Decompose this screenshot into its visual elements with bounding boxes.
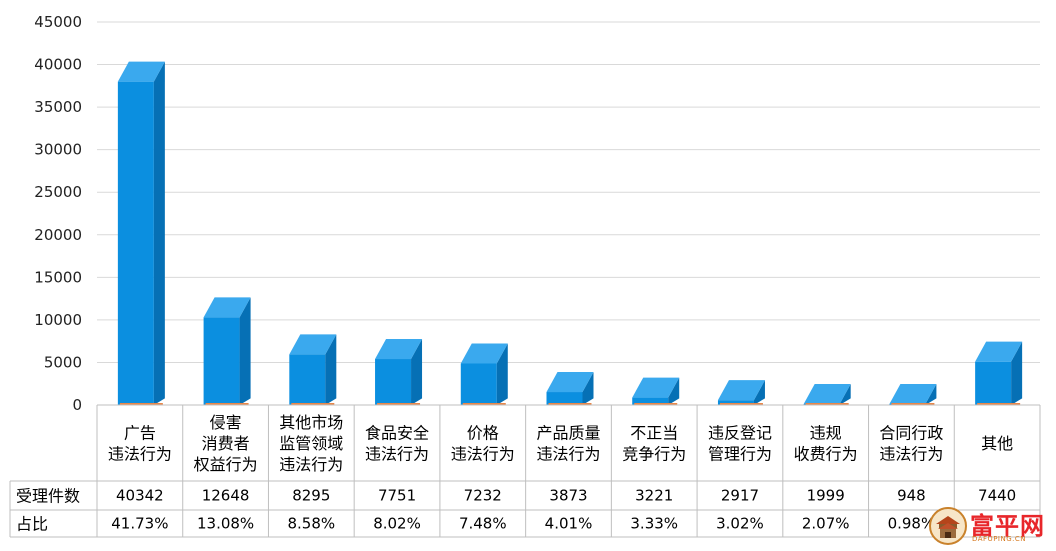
bar-top (375, 339, 423, 360)
bar-top (717, 380, 765, 401)
y-tick-label: 5000 (44, 353, 82, 371)
category-label: 消费者 (202, 434, 250, 453)
bar-side (582, 372, 594, 405)
y-tick-label: 35000 (34, 98, 82, 116)
data-label: 41.73% (111, 515, 168, 533)
bar-front (117, 81, 154, 406)
category-label: 不正当 (630, 424, 678, 443)
bar-side (753, 380, 765, 405)
bar-side (239, 297, 251, 405)
bar-side (925, 384, 937, 405)
bar-front (375, 359, 412, 405)
data-label: 2917 (721, 487, 759, 505)
bar-side (839, 384, 851, 405)
bar-side (1011, 341, 1023, 405)
bar-top (889, 384, 937, 404)
bar-front (460, 363, 497, 405)
data-label: 4.01% (545, 515, 593, 533)
data-label: 3873 (549, 487, 587, 505)
bar-side (325, 334, 337, 405)
bar-top (803, 384, 851, 404)
y-tick-label: 30000 (34, 141, 82, 159)
bar-top (203, 297, 251, 318)
category-label: 违法行为 (451, 445, 515, 464)
bar-front (632, 397, 669, 405)
category-label: 广告 (124, 424, 156, 443)
site-watermark-logo: 富平网 DAFUPING.CN (928, 506, 1052, 548)
data-label: 3221 (635, 487, 673, 505)
data-label: 3.33% (630, 515, 678, 533)
series-name: 占比 (16, 515, 48, 534)
series-name: 受理件数 (16, 487, 80, 506)
y-tick-label: 15000 (34, 268, 82, 286)
category-label: 食品安全 (365, 424, 429, 443)
y-tick-label: 10000 (34, 311, 82, 329)
data-label: 7232 (464, 487, 502, 505)
category-label: 违规 (810, 424, 842, 443)
data-label: 1999 (807, 487, 845, 505)
bar-front (203, 317, 240, 405)
data-label: 8.02% (373, 515, 421, 533)
bar-side (411, 339, 423, 405)
data-label: 3.02% (716, 515, 764, 533)
category-label: 管理行为 (708, 445, 772, 464)
data-label: 12648 (202, 487, 250, 505)
watermark-text: 富平网 (970, 512, 1045, 540)
data-label: 2.07% (802, 515, 850, 533)
category-label: 违反登记 (708, 424, 772, 443)
category-label: 违法行为 (108, 445, 172, 464)
gate-tower-icon (929, 507, 967, 545)
bar-side (153, 61, 165, 406)
data-label: 0.98% (888, 515, 936, 533)
y-tick-label: 45000 (34, 13, 82, 31)
y-tick-label: 25000 (34, 183, 82, 201)
y-tick-label: 40000 (34, 56, 82, 74)
bar-side (496, 343, 508, 405)
category-label: 违法行为 (279, 455, 343, 474)
data-label: 8.58% (287, 515, 335, 533)
data-label: 40342 (116, 487, 164, 505)
category-label: 竞争行为 (622, 445, 686, 464)
category-label: 产品质量 (536, 424, 600, 443)
category-label: 合同行政 (879, 424, 943, 443)
category-label: 其他 (981, 434, 1013, 453)
category-label: 监管领域 (279, 434, 343, 453)
bar-top (546, 372, 594, 393)
bar-top (460, 343, 508, 364)
bar-front (717, 400, 754, 405)
category-label: 权益行为 (194, 455, 258, 474)
category-label: 违法行为 (879, 445, 943, 464)
category-label: 违法行为 (365, 445, 429, 464)
y-tick-label: 0 (72, 396, 82, 414)
bar-top (632, 377, 680, 398)
category-label: 违法行为 (536, 445, 600, 464)
bar-front (546, 392, 583, 405)
bar-top (975, 341, 1023, 362)
bar-front (289, 354, 326, 405)
bar-side (668, 377, 680, 405)
data-label: 7751 (378, 487, 416, 505)
bar-top (117, 61, 165, 82)
watermark-subtext: DAFUPING.CN (972, 535, 1027, 543)
data-label: 7.48% (459, 515, 507, 533)
category-label: 其他市场 (279, 413, 343, 432)
data-label: 13.08% (197, 515, 254, 533)
data-label: 948 (897, 487, 926, 505)
category-label: 侵害 (210, 413, 242, 432)
data-label: 8295 (292, 487, 330, 505)
category-label: 收费行为 (794, 445, 858, 464)
bar-top (289, 334, 337, 355)
data-label: 7440 (978, 487, 1016, 505)
category-label: 价格 (467, 424, 499, 443)
bar-front (975, 361, 1012, 405)
y-tick-label: 20000 (34, 226, 82, 244)
